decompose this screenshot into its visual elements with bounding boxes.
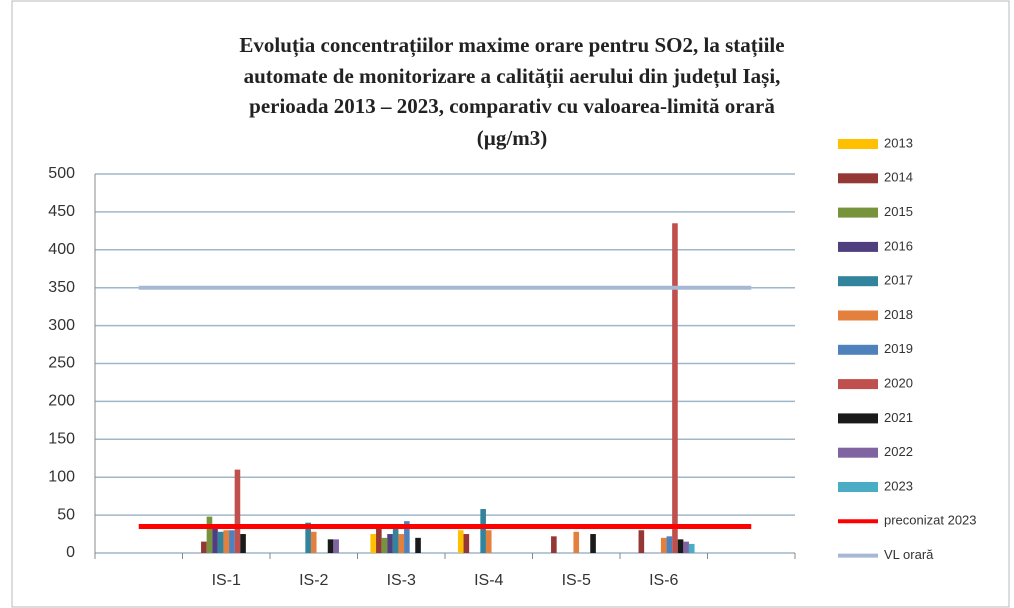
legend-label: preconizat 2023 [884,513,977,528]
bar [677,539,684,553]
legend-label: 2014 [884,170,913,185]
bar [310,531,317,553]
chart-title: (µg/m3) [477,126,547,150]
bar [415,537,421,553]
bar [327,539,334,553]
bar [573,531,580,553]
legend-swatch [838,379,878,390]
legend-swatch [838,447,878,458]
y-tick-label: 100 [48,468,75,485]
legend-swatch [838,241,878,252]
y-tick-label: 500 [48,165,75,182]
y-tick-label: 250 [48,355,75,372]
legend-label: 2023 [884,478,913,493]
x-tick-label: IS-1 [212,572,241,589]
bar [463,534,470,553]
legend-label: 2016 [884,238,913,253]
bar [683,541,689,553]
bar [404,521,410,553]
x-tick-label: IS-5 [562,572,591,589]
bar [660,537,667,553]
bar [305,522,311,553]
bar [229,530,235,553]
bar [688,543,695,553]
legend-label: 2019 [884,341,913,356]
legend-swatch [838,173,878,184]
y-tick-label: 400 [48,241,75,258]
legend-swatch [838,139,878,149]
y-tick-label: 50 [57,506,75,523]
legend-label: 2017 [884,273,913,288]
x-tick-label: IS-4 [474,572,503,589]
bar [376,526,382,553]
bar [672,223,678,553]
y-tick-label: 450 [48,203,75,220]
y-tick-label: 200 [48,393,75,410]
bar [234,469,241,553]
legend-label: 2021 [884,410,913,425]
bar [387,534,393,553]
bar [217,531,224,553]
legend-swatch [838,482,878,492]
x-tick-label: IS-2 [299,572,328,589]
bar [206,516,213,553]
bar [381,537,388,553]
bar [201,541,207,553]
bar [551,536,557,553]
bar [370,534,377,553]
bar [590,534,596,553]
y-tick-label: 350 [48,279,75,296]
bar [485,530,492,553]
bar [666,536,673,553]
legend-label: 2018 [884,307,913,322]
bar [457,530,464,553]
bar [480,509,486,553]
frame [11,0,1010,608]
y-tick-label: 150 [48,431,75,448]
chart-title: Evoluția concentrațiilor maxime orare pe… [239,33,784,58]
bar [333,539,339,553]
bar [212,527,218,553]
legend-label: 2013 [884,135,913,150]
bar [398,534,405,553]
chart-title: automate de monitorizare a calității aer… [244,64,781,89]
chart-title: perioada 2013 – 2023, comparativ cu valo… [249,94,775,118]
legend-swatch [838,207,878,218]
x-tick-label: IS-6 [649,572,678,589]
bar [223,530,230,553]
legend-label: VL orară [884,547,934,562]
y-tick-label: 300 [48,317,75,334]
legend-label: 2020 [884,376,913,391]
legend-swatch [838,310,878,321]
legend-label: 2022 [884,444,913,459]
bar [638,530,645,553]
x-tick-label: IS-3 [387,572,416,589]
y-tick-label: 0 [66,544,75,561]
legend-swatch [838,413,878,424]
bar [240,534,246,553]
legend-label: 2015 [884,204,913,219]
bar [392,524,399,553]
legend-swatch [838,344,878,355]
legend-swatch [838,276,878,287]
